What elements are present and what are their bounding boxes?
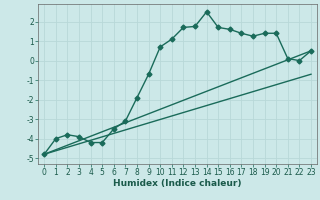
X-axis label: Humidex (Indice chaleur): Humidex (Indice chaleur) [113,179,242,188]
